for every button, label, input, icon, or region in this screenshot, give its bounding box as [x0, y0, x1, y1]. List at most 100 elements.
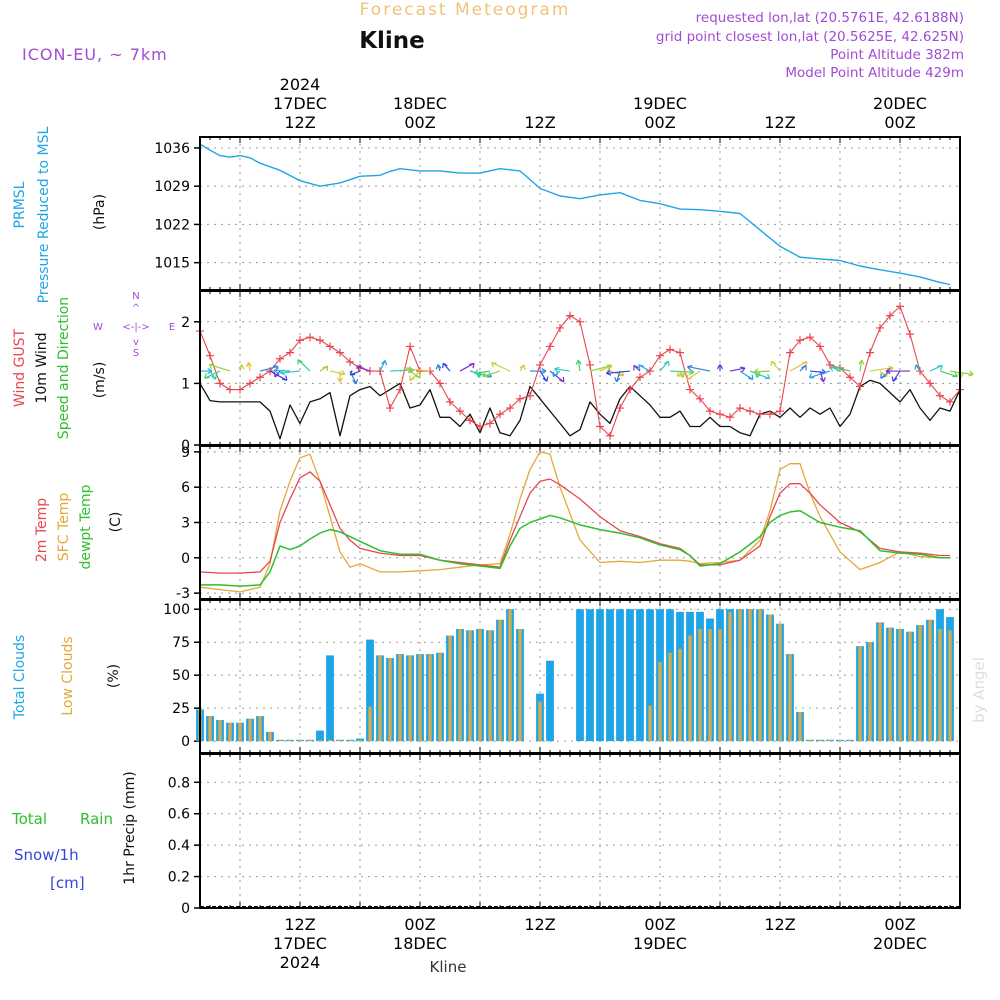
compass-up-arrow-icon: ^: [132, 303, 140, 314]
total-clouds-bar: [646, 609, 654, 742]
low-clouds-bar: [268, 731, 272, 742]
gust-marker: [476, 422, 484, 431]
gust-marker: [856, 382, 864, 391]
total-clouds-bar: [616, 609, 624, 742]
low-clouds-bar: [508, 609, 512, 742]
wind-direction-arrow-icon: [336, 371, 344, 383]
gust-marker: [926, 379, 934, 388]
wind-direction-arrow-icon: [273, 370, 281, 378]
total-clouds-bar: [326, 655, 334, 742]
gust-marker: [726, 413, 734, 422]
low-clouds-bar: [428, 654, 432, 742]
time-bottom-label: 19DEC: [633, 934, 687, 953]
low-clouds-bar: [678, 648, 682, 742]
time-bottom-label: 12Z: [524, 915, 555, 934]
gust-marker: [796, 336, 804, 345]
gust-marker: [786, 348, 794, 357]
low-clouds-bar: [378, 655, 382, 742]
gust-marker: [316, 336, 324, 345]
low-clouds-bar: [278, 739, 282, 742]
pressure-reduced-label: Pressure Reduced to MSL: [36, 126, 52, 303]
gust-marker: [576, 317, 584, 326]
gust-marker: [816, 342, 824, 351]
precip-ytick-label: 0.8: [168, 775, 190, 791]
pressure-panel: 1015 1022 1029 1036: [154, 136, 961, 291]
pressure-ytick-label: 1015: [154, 256, 190, 272]
wind-direction-arrow-icon: [939, 370, 958, 378]
wind-direction-arrow-icon: [554, 366, 571, 373]
temperature-ytick-label: 0: [181, 551, 190, 567]
gust-marker: [936, 391, 944, 400]
total-clouds-bar: [576, 609, 584, 742]
gust-marker: [556, 323, 564, 332]
wind-direction-arrow-icon: [676, 370, 691, 377]
total-clouds-bar: [636, 609, 644, 742]
wind-direction-arrow-icon: [549, 370, 565, 383]
location-title: Kline: [359, 28, 425, 54]
low-clouds-bar: [698, 629, 702, 742]
low-clouds-bar: [308, 739, 312, 742]
wind-direction-arrow-icon: [729, 366, 746, 373]
gust-marker: [446, 397, 454, 406]
gust-marker: [286, 348, 294, 357]
time-bottom-label: 2024: [280, 953, 321, 972]
sfc-temp-line: [199, 451, 950, 593]
total-clouds-bar: [596, 609, 604, 742]
time-bottom-label: 12Z: [284, 915, 315, 934]
low-clouds-bar: [708, 629, 712, 742]
wind-direction-arrow-icon: [835, 366, 851, 372]
gust-marker: [506, 404, 514, 413]
clouds-ytick-label: 0: [181, 734, 190, 750]
gust-marker: [776, 407, 784, 416]
low-clouds-bar: [388, 658, 392, 742]
sfc-temp-label: SFC Temp: [56, 493, 72, 562]
grid-point-coordinates: grid point closest lon,lat (20.5625E, 42…: [656, 29, 964, 45]
wind-direction-arrow-icon: [442, 362, 451, 372]
low-clouds-bar: [218, 720, 222, 742]
low-clouds-bar: [358, 739, 362, 742]
gust-marker: [706, 407, 714, 416]
wind-labels: Wind GUST 10m Wind Speed and Direction (…: [12, 291, 175, 439]
cm-label: [cm]: [50, 874, 85, 892]
wind-ytick-label: 1: [181, 376, 190, 392]
low-clouds-bar: [368, 706, 372, 742]
wind-direction-arrow-icon: [530, 367, 547, 375]
chart-title: Forecast Meteogram: [360, 0, 571, 20]
gust-marker: [846, 373, 854, 382]
compass-south-icon: S: [133, 348, 139, 359]
wind-direction-arrow-icon: [319, 365, 329, 372]
compass-down-arrow-icon: v: [133, 337, 139, 348]
gust-marker: [766, 410, 774, 419]
wind-direction-arrow-icon: [552, 370, 561, 378]
time-top-label: 20DEC: [873, 94, 927, 113]
wind-direction-arrow-icon: [929, 364, 943, 372]
prmsl-label: PRMSL: [12, 181, 28, 228]
watermark: by Angel: [970, 657, 988, 723]
clouds-ytick-label: 25: [172, 701, 190, 717]
temperature-ytick-label: 3: [181, 516, 190, 532]
gust-marker: [616, 404, 624, 413]
low-clouds-bar: [828, 739, 832, 742]
wind-ytick-label: 2: [181, 315, 190, 331]
wind-direction-arrow-icon: [482, 370, 501, 378]
clouds-unit: (%): [106, 664, 122, 688]
wind-direction-arrow-icon: [599, 366, 610, 372]
gust-marker: [716, 410, 724, 419]
ten-m-wind-label: 10m Wind: [34, 332, 50, 403]
low-clouds-bar: [738, 609, 742, 742]
pressure-background: [200, 137, 960, 290]
gust-marker: [546, 342, 554, 351]
gust-marker: [306, 333, 314, 342]
rain-label: Rain: [80, 810, 113, 828]
time-top-label: 12Z: [284, 113, 315, 132]
total-clouds-bar: [546, 660, 554, 742]
wind-direction-arrow-icon: [204, 370, 221, 379]
time-bottom-label: 18DEC: [393, 934, 447, 953]
gust-marker: [896, 302, 904, 311]
low-clouds-bar: [878, 622, 882, 742]
wind-direction-arrow-icon: [605, 369, 631, 376]
low-clouds-bar: [818, 739, 822, 742]
low-clouds-bar: [908, 631, 912, 742]
clouds-labels: Total Clouds Low Clouds (%): [12, 635, 122, 720]
